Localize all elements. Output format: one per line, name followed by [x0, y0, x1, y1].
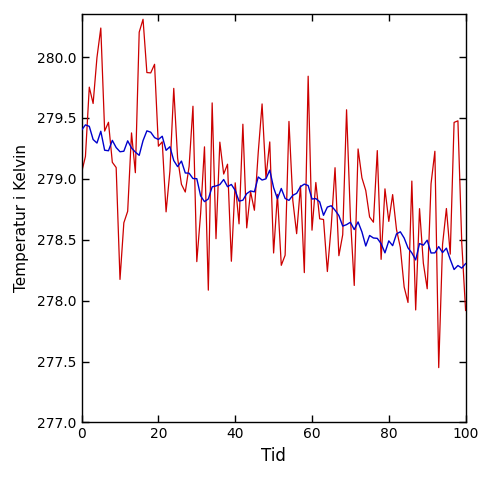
X-axis label: Tid: Tid	[261, 447, 286, 465]
Y-axis label: Temperatur i Kelvin: Temperatur i Kelvin	[14, 144, 29, 292]
